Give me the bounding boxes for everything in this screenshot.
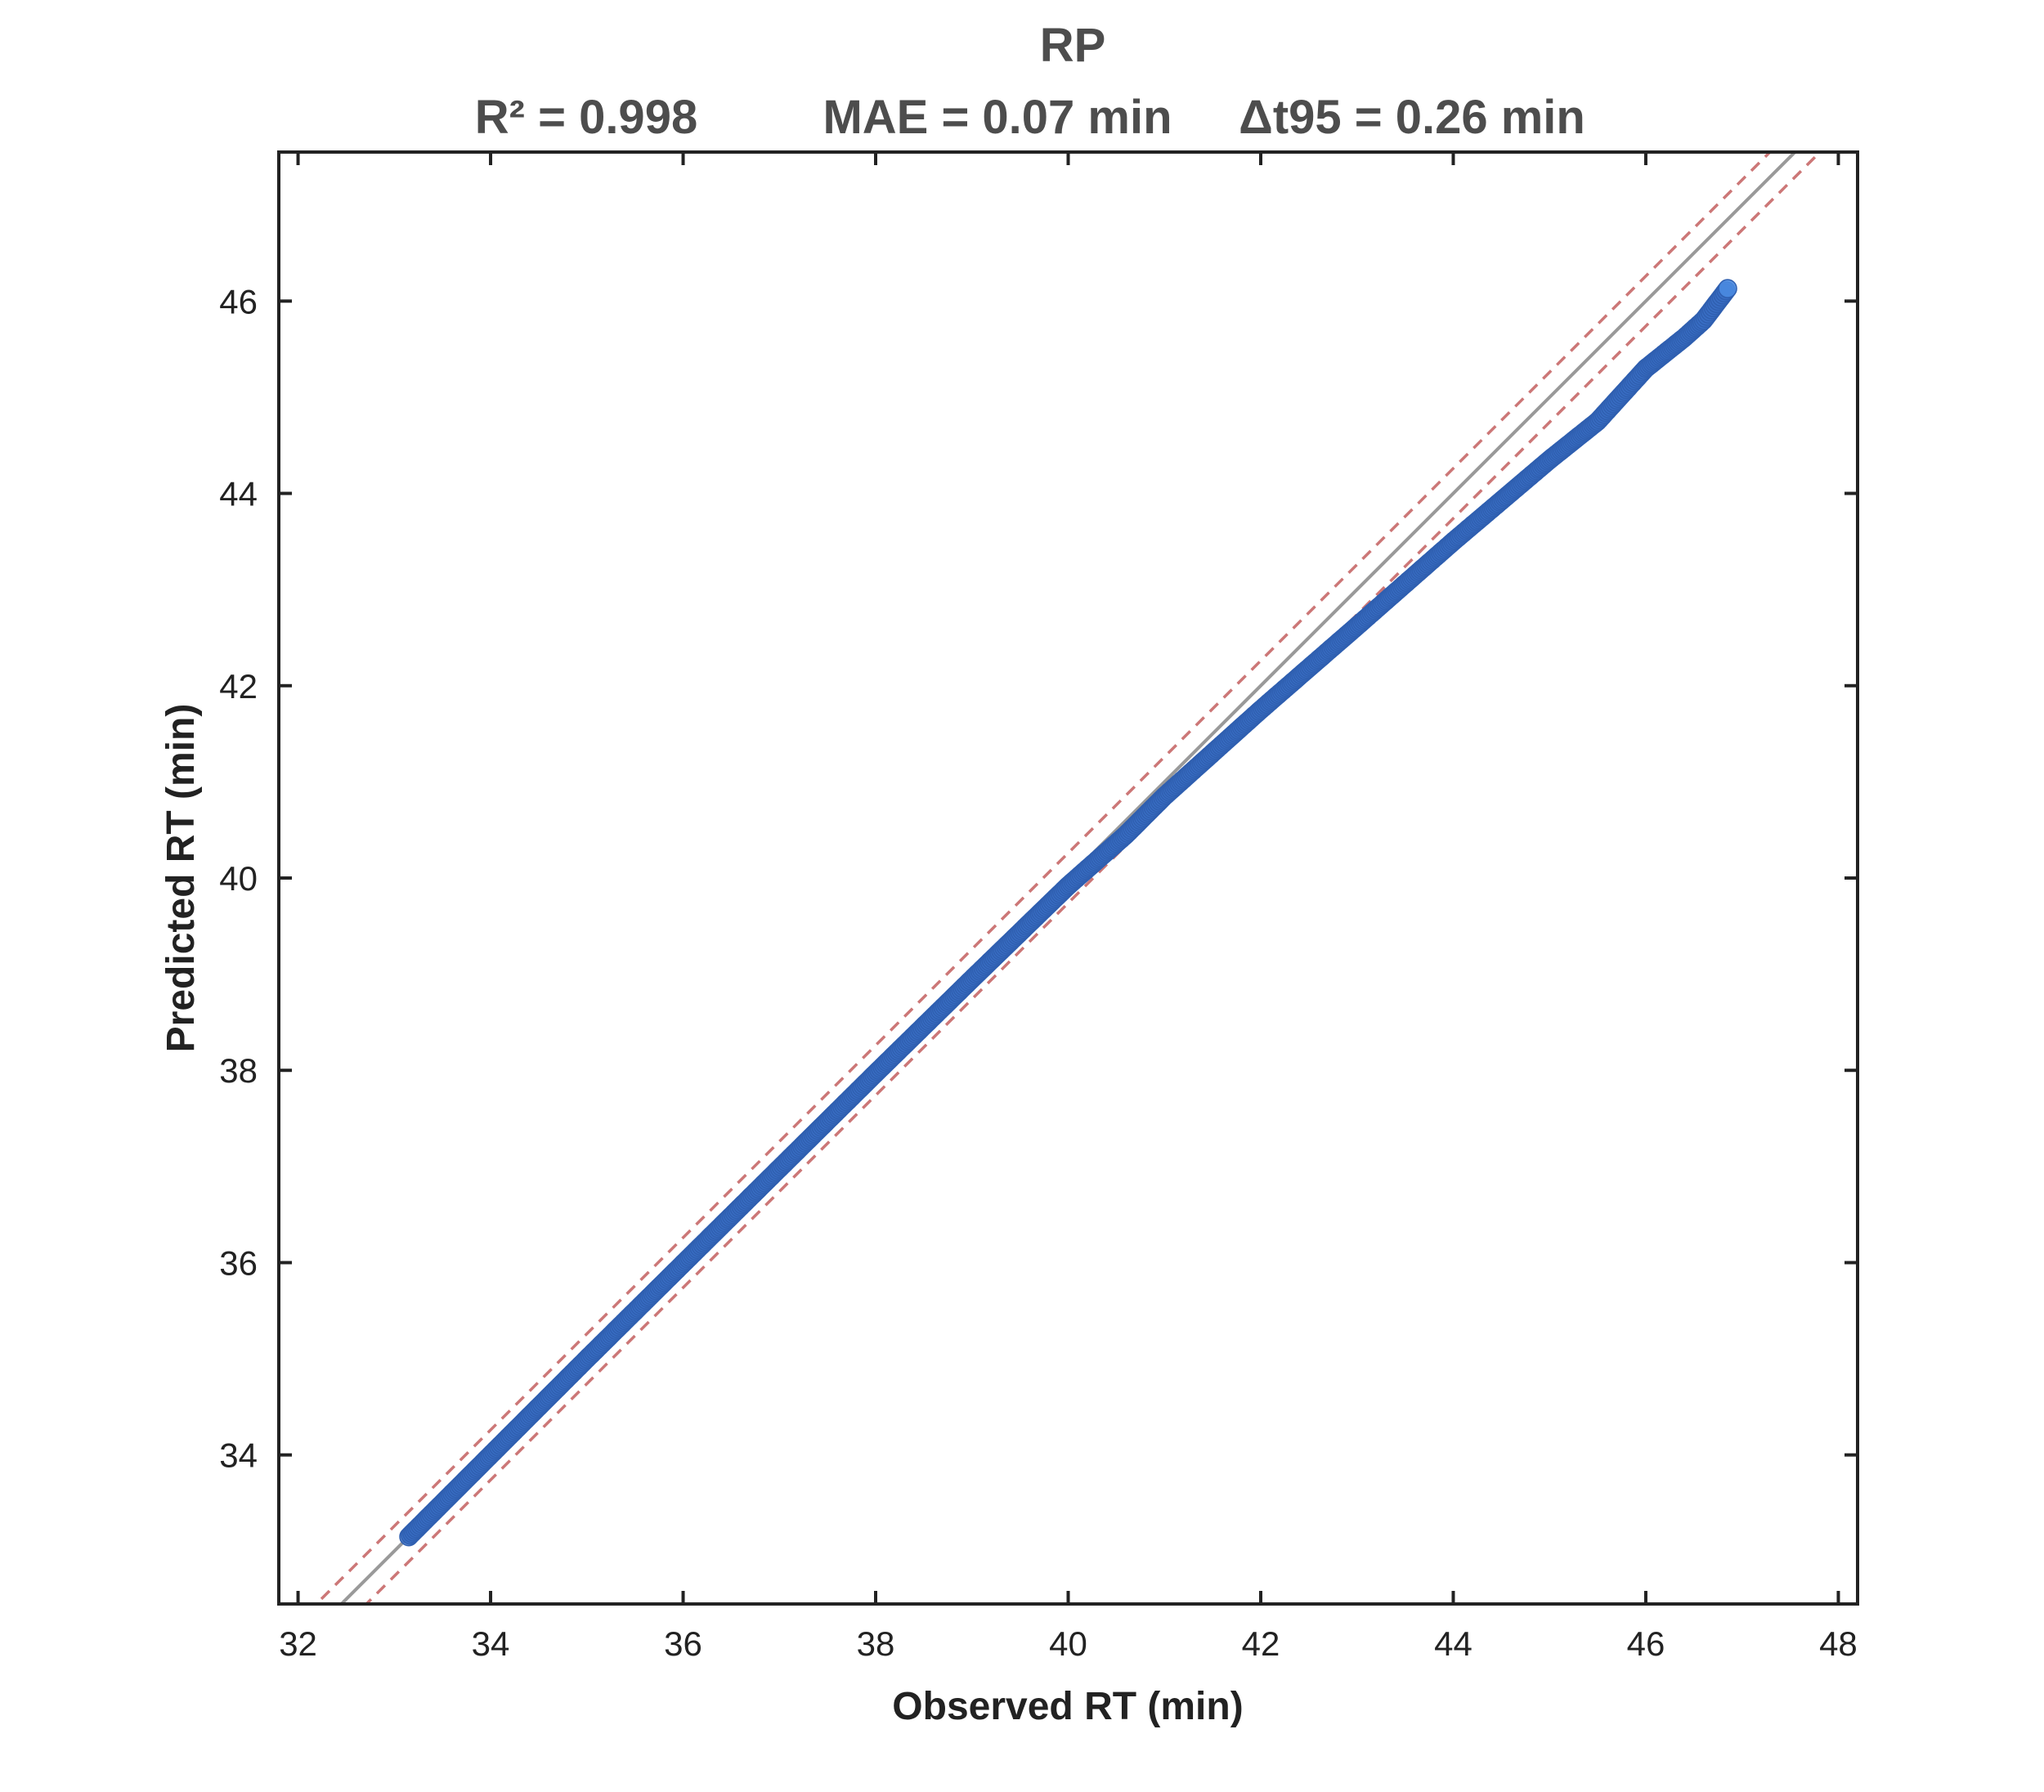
x-tick-label: 44 xyxy=(1434,1624,1472,1663)
lower-band-line xyxy=(364,152,1822,1604)
y-tick-label: 36 xyxy=(219,1243,258,1282)
scatter-point xyxy=(1718,279,1737,298)
y-tick-label: 34 xyxy=(219,1436,258,1475)
y-tick-label: 46 xyxy=(219,282,258,320)
axes: 32 34 36 38 40 42 44 46 48 34 36 38 40 42 44 46 xyxy=(219,150,1859,1663)
x-tick-label: 38 xyxy=(857,1624,895,1663)
x-tick-label: 34 xyxy=(472,1624,510,1663)
upper-band-line xyxy=(314,152,1773,1604)
y-axis-label: Predicted RT (min) xyxy=(159,704,203,1053)
y-tick-label: 40 xyxy=(219,859,258,898)
chart-title: RP xyxy=(1040,19,1106,72)
scatter-series xyxy=(399,279,1737,1547)
plot-area xyxy=(314,152,1822,1604)
chart-subtitle-r2: R² = 0.998 xyxy=(475,91,697,144)
x-tick-label: 48 xyxy=(1819,1624,1858,1663)
chart-subtitle-dt95: Δt95 = 0.26 min xyxy=(1239,91,1585,144)
x-tick-label: 32 xyxy=(279,1624,317,1663)
y-tick-label: 44 xyxy=(219,475,258,513)
y-tick-label: 38 xyxy=(219,1051,258,1090)
chart-subtitle-mae: MAE = 0.07 min xyxy=(823,91,1172,144)
x-axis-label: Observed RT (min) xyxy=(892,1685,1243,1728)
x-tick-label: 42 xyxy=(1242,1624,1280,1663)
x-tick-label: 36 xyxy=(664,1624,702,1663)
x-tick-label: 40 xyxy=(1049,1624,1087,1663)
y-tick-label: 42 xyxy=(219,667,258,706)
x-tick-label: 46 xyxy=(1627,1624,1665,1663)
